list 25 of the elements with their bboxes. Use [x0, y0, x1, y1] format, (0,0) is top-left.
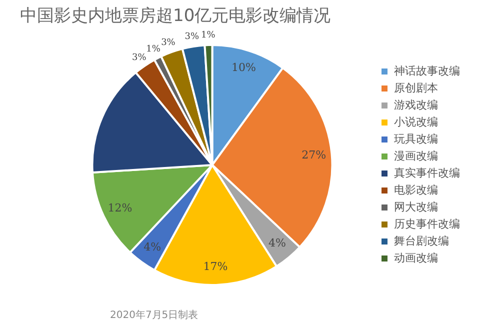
legend-label: 游戏改编 — [394, 98, 438, 112]
legend-label: 历史事件改编 — [394, 217, 460, 230]
legend-label: 漫画改编 — [394, 149, 438, 162]
data-label: 3% — [132, 52, 147, 63]
legend-label: 动画改编 — [394, 251, 438, 264]
data-label: 17% — [203, 260, 228, 273]
data-label: 3% — [184, 32, 200, 42]
data-label: 4% — [144, 240, 162, 254]
data-label: 4% — [268, 236, 286, 250]
legend-label: 玩具改编 — [394, 132, 438, 146]
legend-label: 小说改编 — [394, 115, 438, 128]
legend-label: 神话故事改编 — [394, 64, 460, 78]
legend-label: 舞台剧改编 — [394, 234, 449, 248]
legend-label: 原创剧本 — [394, 81, 438, 94]
data-label: 3% — [161, 38, 176, 48]
legend-label: 电影改编 — [394, 183, 438, 196]
data-label: 1% — [201, 30, 216, 40]
data-label: 1% — [146, 44, 161, 55]
text: 2020年7月5日制表 — [110, 308, 198, 322]
data-label: 12% — [108, 201, 132, 214]
data-label: 10% — [232, 60, 256, 74]
data-label: 27% — [302, 148, 326, 162]
legend-label: 真实事件改编 — [394, 166, 460, 180]
legend-label: 网大改编 — [394, 200, 438, 214]
chart-title: 中国影史内地票房超10亿元电影改编情况 — [20, 5, 331, 27]
